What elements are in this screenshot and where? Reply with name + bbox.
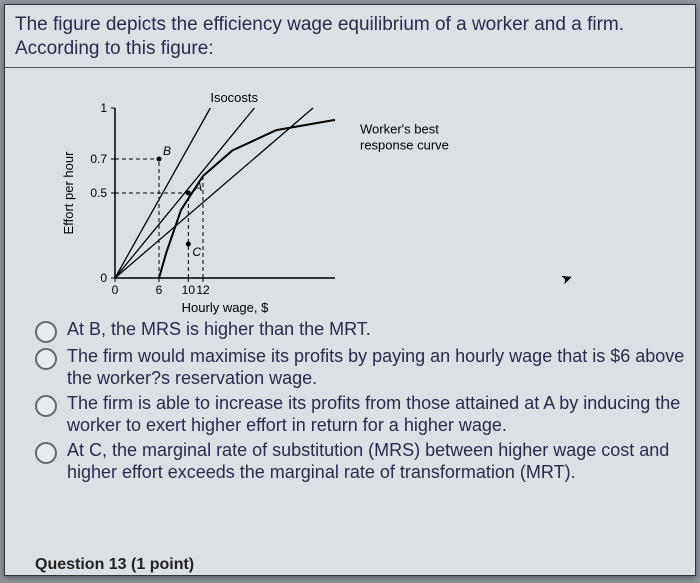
question-page: The figure depicts the efficiency wage e… bbox=[4, 4, 696, 576]
radio-icon[interactable] bbox=[35, 395, 57, 417]
next-question-header: Question 13 (1 point) bbox=[35, 556, 194, 576]
chart-svg: 00.50.71061012ABCIsocostsWorker's bestre… bbox=[5, 68, 696, 318]
radio-icon[interactable] bbox=[35, 321, 57, 343]
svg-text:10: 10 bbox=[182, 283, 196, 297]
svg-text:Worker's best: Worker's best bbox=[360, 121, 439, 136]
svg-text:0: 0 bbox=[100, 271, 107, 285]
answer-text: At B, the MRS is higher than the MRT. bbox=[67, 318, 685, 341]
answer-text: At C, the marginal rate of substitution … bbox=[67, 439, 685, 484]
svg-text:12: 12 bbox=[196, 283, 210, 297]
svg-text:1: 1 bbox=[100, 101, 107, 115]
svg-text:0.7: 0.7 bbox=[90, 152, 107, 166]
svg-text:Isocosts: Isocosts bbox=[210, 90, 258, 105]
svg-text:C: C bbox=[192, 245, 201, 259]
radio-icon[interactable] bbox=[35, 442, 57, 464]
svg-text:0.5: 0.5 bbox=[90, 186, 107, 200]
answer-option[interactable]: At C, the marginal rate of substitution … bbox=[35, 439, 685, 484]
svg-text:A: A bbox=[193, 180, 202, 194]
radio-icon[interactable] bbox=[35, 348, 57, 370]
answer-option[interactable]: The firm would maximise its profits by p… bbox=[35, 345, 685, 390]
efficiency-wage-figure: 00.50.71061012ABCIsocostsWorker's bestre… bbox=[5, 68, 695, 318]
question-prompt: The figure depicts the efficiency wage e… bbox=[5, 5, 695, 68]
answer-list: At B, the MRS is higher than the MRT. Th… bbox=[5, 318, 695, 484]
svg-text:0: 0 bbox=[112, 283, 119, 297]
svg-text:Effort per hour: Effort per hour bbox=[61, 150, 76, 234]
svg-text:B: B bbox=[163, 144, 171, 158]
answer-text: The firm is able to increase its profits… bbox=[67, 392, 685, 437]
answer-option[interactable]: At B, the MRS is higher than the MRT. bbox=[35, 318, 685, 343]
svg-text:6: 6 bbox=[156, 283, 163, 297]
svg-text:response curve: response curve bbox=[360, 137, 449, 152]
answer-option[interactable]: The firm is able to increase its profits… bbox=[35, 392, 685, 437]
svg-text:Hourly wage, $: Hourly wage, $ bbox=[182, 300, 269, 315]
answer-text: The firm would maximise its profits by p… bbox=[67, 345, 685, 390]
